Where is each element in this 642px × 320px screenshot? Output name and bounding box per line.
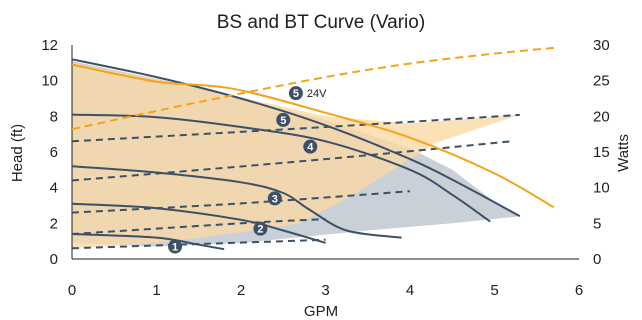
marker-circle — [253, 221, 268, 236]
marker-circle — [168, 239, 183, 254]
x-tick-label: 2 — [237, 282, 245, 299]
speed-marker-5: 5 — [276, 112, 291, 127]
speed-marker-3: 3 — [267, 191, 282, 206]
speed-marker-2: 2 — [253, 221, 268, 236]
y-tick-left-label: 12 — [41, 37, 58, 54]
x-tick-label: 5 — [490, 282, 498, 299]
x-axis-label: GPM — [304, 303, 338, 320]
x-tick-label: 3 — [321, 282, 329, 299]
y-tick-left-label: 8 — [50, 108, 58, 125]
y-axis-left-label: Head (ft) — [9, 124, 26, 182]
head-curve-2 — [71, 113, 491, 223]
marker-label: 1 — [172, 242, 178, 254]
y-tick-left-label: 4 — [50, 180, 58, 197]
y-tick-left-label: 2 — [50, 215, 58, 232]
speed-marker-1: 1 — [168, 239, 183, 254]
y-axis-right-label: Watts — [615, 134, 632, 172]
y-tick-right-label: 30 — [593, 37, 610, 54]
marker-circle — [276, 112, 291, 127]
y-tick-right-label: 15 — [593, 144, 610, 161]
head-curve-24v — [71, 63, 555, 209]
marker-suffix: 24V — [307, 88, 327, 100]
x-tick-label: 0 — [68, 282, 76, 299]
power-curve-4 — [71, 140, 512, 182]
marker-label: 2 — [257, 224, 263, 236]
marker-circle — [288, 86, 303, 101]
power-curve-3 — [71, 190, 411, 214]
y-tick-left-label: 6 — [50, 144, 58, 161]
speed-marker-6: 5 24V — [288, 86, 327, 101]
curves — [71, 46, 555, 251]
marker-circle — [267, 191, 282, 206]
marker-label: 4 — [307, 142, 314, 154]
x-tick-label: 1 — [152, 282, 160, 299]
power-curve-24v — [71, 46, 554, 131]
marker-label: 3 — [272, 193, 278, 205]
y-tick-right-label: 0 — [593, 251, 601, 268]
power-curve-5 — [71, 113, 520, 143]
chart-title: BS and BT Curve (Vario) — [217, 12, 425, 33]
y-tick-right-label: 5 — [593, 215, 601, 232]
y-tick-right-label: 25 — [593, 73, 610, 90]
region-2 — [72, 62, 520, 249]
x-tick-label: 4 — [406, 282, 414, 299]
head-curve-3 — [71, 165, 402, 239]
speed-markers: 1 2 3 4 5 5 24V — [168, 86, 327, 254]
speed-marker-4: 4 — [303, 139, 318, 154]
operating-regions — [72, 61, 520, 249]
marker-label: 5 — [293, 88, 299, 100]
x-tick-label: 6 — [575, 282, 583, 299]
power-curve-2 — [71, 218, 326, 235]
y-tick-right-label: 20 — [593, 108, 610, 125]
y-tick-right-label: 10 — [593, 180, 610, 197]
axes — [71, 45, 579, 260]
marker-circle — [303, 139, 318, 154]
head-curve-4 — [71, 202, 326, 244]
y-tick-left-label: 10 — [41, 73, 58, 90]
head-curve-1 — [71, 58, 521, 218]
marker-label: 5 — [280, 115, 286, 127]
y-tick-left-label: 0 — [50, 251, 58, 268]
